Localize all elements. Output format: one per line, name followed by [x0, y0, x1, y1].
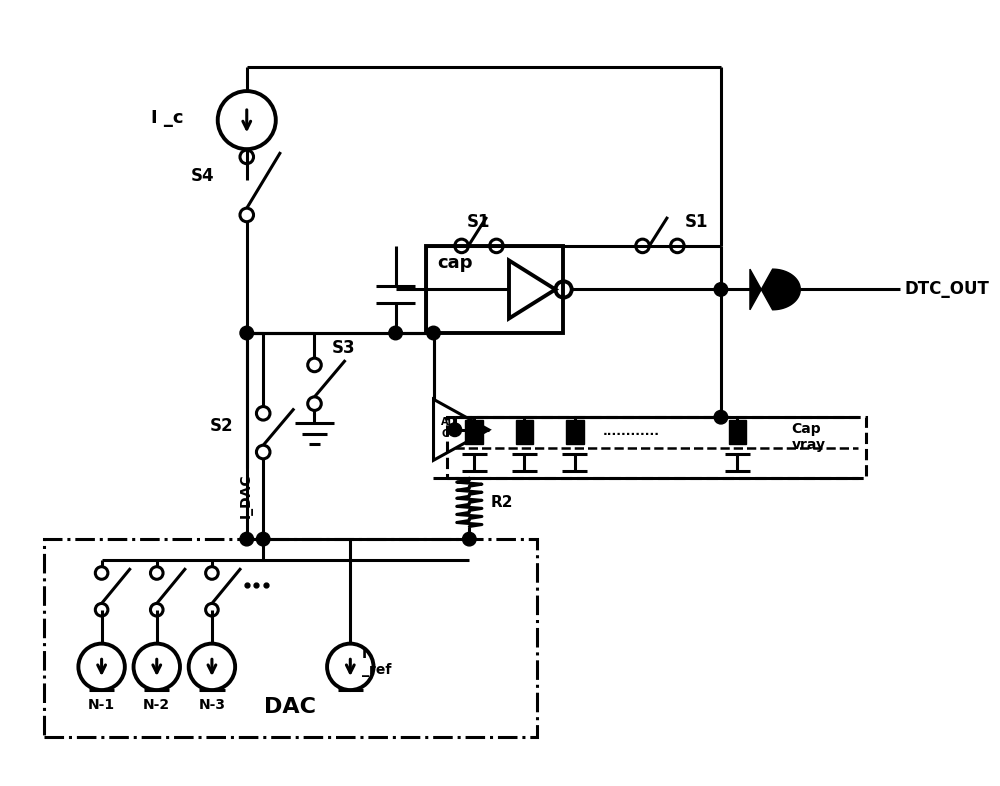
Text: R2: R2 [491, 495, 513, 510]
Text: S1: S1 [467, 212, 491, 230]
Text: S4: S4 [191, 167, 214, 185]
Bar [566, 420, 584, 444]
Text: N-3: N-3 [198, 698, 225, 712]
Circle shape [714, 283, 728, 296]
Circle shape [240, 532, 254, 546]
Text: cap: cap [437, 254, 473, 272]
Text: I_DAC: I_DAC [239, 473, 253, 518]
Text: N-2: N-2 [143, 698, 170, 712]
Circle shape [256, 532, 270, 546]
Bar [426, 246, 563, 333]
Text: S1: S1 [685, 212, 708, 230]
Bar [44, 539, 537, 736]
Text: Cap
vray: Cap vray [792, 422, 826, 452]
Text: S2: S2 [210, 417, 234, 435]
Circle shape [448, 423, 462, 436]
Bar [465, 420, 483, 444]
Bar [729, 420, 746, 444]
Polygon shape [750, 269, 800, 310]
Circle shape [427, 326, 440, 340]
Circle shape [463, 532, 476, 546]
Text: N-1: N-1 [88, 698, 115, 712]
Text: AD
C: AD C [441, 417, 457, 439]
Text: DTC_OUT: DTC_OUT [905, 281, 990, 299]
Text: ............: ............ [602, 424, 659, 438]
Text: I _c: I _c [151, 109, 184, 127]
Text: DAC: DAC [264, 697, 316, 717]
Bar [447, 417, 866, 478]
Text: S3: S3 [332, 340, 356, 358]
Text: I
_ref: I _ref [362, 647, 391, 677]
Circle shape [240, 326, 254, 340]
Circle shape [714, 410, 728, 424]
Circle shape [389, 326, 402, 340]
Bar [516, 420, 533, 444]
